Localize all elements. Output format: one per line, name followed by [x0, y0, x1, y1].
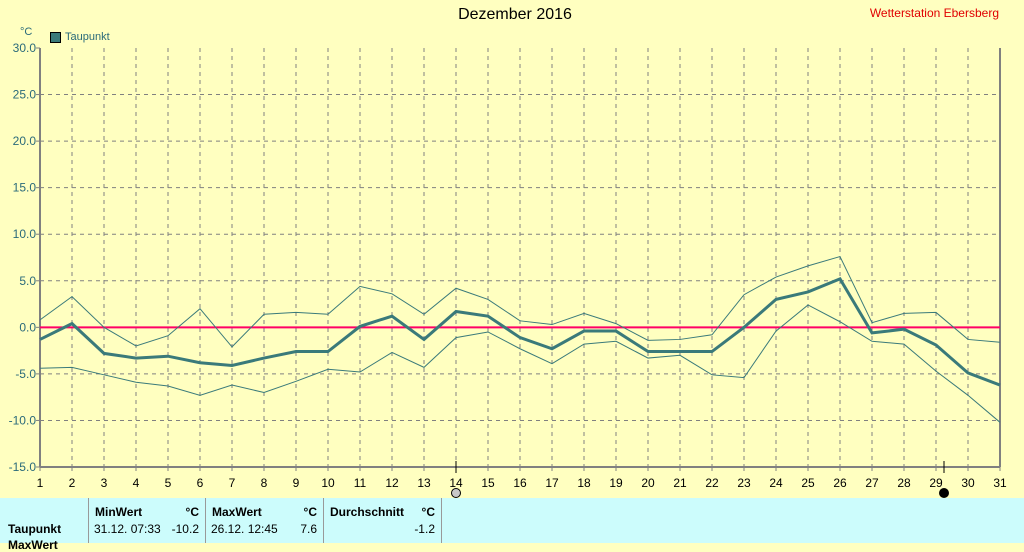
x-tick-label: 23: [737, 476, 751, 490]
x-tick-label: 7: [229, 476, 236, 490]
legend: Taupunkt: [50, 31, 110, 43]
x-tick-label: 28: [897, 476, 911, 490]
x-tick-label: 13: [417, 476, 431, 490]
stats-table: Taupunkt MaxWert MinWert °C 31.12. 07:33…: [0, 498, 1024, 543]
x-tick-label: 20: [641, 476, 655, 490]
x-tick-label: 16: [513, 476, 527, 490]
y-tick-label: 5.0: [19, 274, 36, 288]
x-tick-label: 4: [133, 476, 140, 490]
col-minwert: MinWert °C 31.12. 07:33 -10.2: [89, 498, 206, 543]
y-tick-label: 20.0: [13, 134, 37, 148]
x-tick-label: 12: [385, 476, 399, 490]
y-axis-unit: °C: [20, 26, 32, 38]
x-tick-label: 27: [865, 476, 879, 490]
legend-label: Taupunkt: [65, 31, 110, 43]
x-tick-label: 30: [961, 476, 975, 490]
x-tick-label: 15: [481, 476, 495, 490]
x-tick-label: 24: [769, 476, 783, 490]
x-tick-label: 26: [833, 476, 847, 490]
y-tick-label: -5.0: [15, 367, 36, 381]
y-tick-label: 10.0: [13, 227, 37, 241]
col-durchschnitt: Durchschnitt °C -1.2: [324, 498, 442, 543]
station-name: Wetterstation Ebersberg: [870, 6, 999, 20]
x-tick-label: 25: [801, 476, 815, 490]
x-tick-label: 11: [354, 476, 367, 490]
y-tick-label: 15.0: [13, 181, 37, 195]
y-tick-label: 30.0: [13, 41, 37, 55]
new-moon-icon: [940, 489, 949, 498]
x-tick-label: 17: [545, 476, 559, 490]
y-tick-label: 0.0: [19, 320, 36, 334]
x-tick-label: 1: [37, 476, 44, 490]
col-maxwert: MaxWert °C 26.12. 12:45 7.6: [206, 498, 324, 543]
legend-swatch: [50, 32, 61, 43]
y-tick-label: -15.0: [9, 460, 37, 474]
x-tick-label: 29: [929, 476, 943, 490]
x-tick-label: 8: [261, 476, 268, 490]
y-tick-label: -10.0: [9, 413, 37, 427]
x-tick-label: 10: [321, 476, 335, 490]
x-tick-label: 19: [609, 476, 623, 490]
x-tick-label: 6: [197, 476, 204, 490]
x-tick-label: 14: [449, 476, 463, 490]
x-tick-label: 2: [69, 476, 76, 490]
y-tick-label: 25.0: [13, 88, 37, 102]
x-tick-label: 18: [577, 476, 591, 490]
x-tick-label: 31: [993, 476, 1007, 490]
x-tick-label: 3: [101, 476, 108, 490]
x-tick-label: 5: [165, 476, 172, 490]
full-moon-icon: [452, 489, 461, 498]
x-tick-label: 9: [293, 476, 300, 490]
x-tick-label: 21: [673, 476, 687, 490]
x-tick-label: 22: [705, 476, 719, 490]
series-line-max: [40, 257, 1000, 347]
